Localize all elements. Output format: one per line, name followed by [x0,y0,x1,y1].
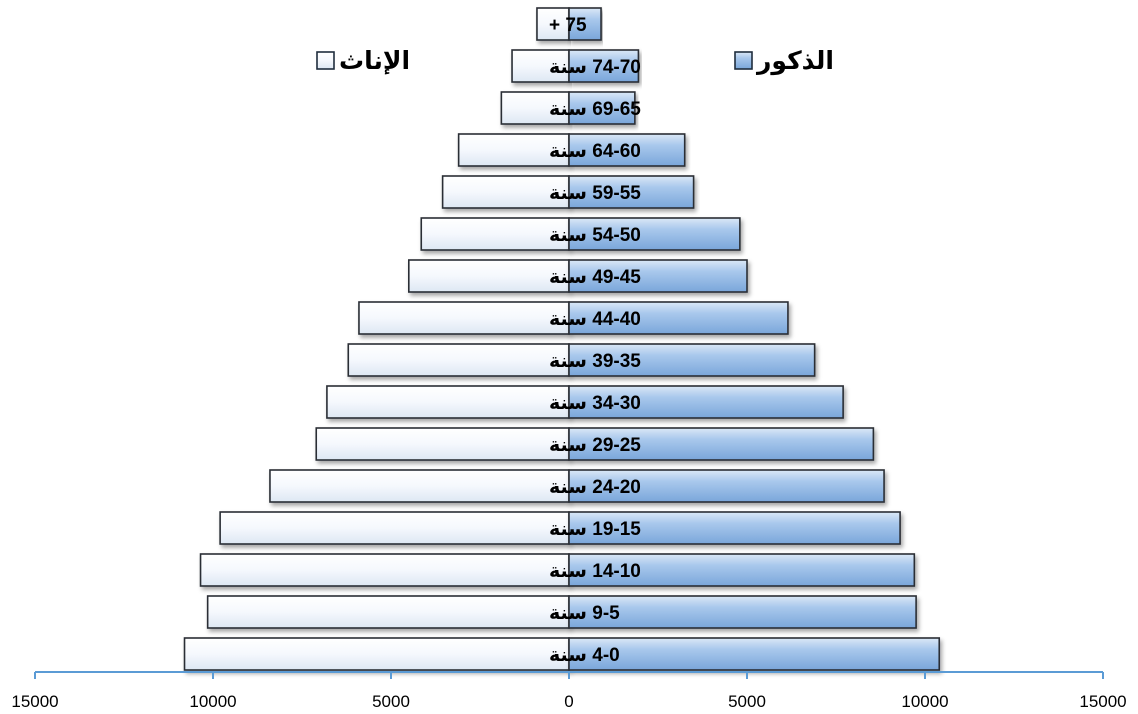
x-tick-label: 10000 [189,692,236,711]
age-group-label: 19-15 سنة [549,519,641,540]
age-group-label: 29-25 سنة [549,435,641,456]
bar-male [568,301,789,335]
bar-female [199,553,570,587]
bar-female [358,301,570,335]
bar-male [568,385,844,419]
x-tick-label: 15000 [11,692,58,711]
x-tick-label: 10000 [901,692,948,711]
age-group-label: 14-10 سنة [549,561,641,582]
bar-female [441,175,570,209]
bar-female [315,427,570,461]
bar-male [568,343,816,377]
age-group-labels: 4-0 سنة 9-5 سنة 14-10 سنة 19-15 سنة 24-20 سن… [549,15,641,666]
age-group-label: 54-50 سنة [549,225,641,246]
bar-male [568,175,695,209]
x-tick-label: 15000 [1079,692,1126,711]
age-group-label: 24-20 سنة [549,477,641,498]
bar-male [568,133,686,167]
age-group-label: 4-0 سنة [549,645,620,666]
bar-male [568,553,916,587]
bar-male [568,91,636,125]
age-group-label: 69-65 سنة [549,99,641,120]
age-group-label: 64-60 سنة [549,141,641,162]
bar-female [407,259,570,293]
bar-female [457,133,570,167]
age-group-label: 75 + [549,15,587,36]
x-tick-label: 0 [564,692,573,711]
age-group-label: 34-30 سنة [549,393,641,414]
x-axis: 15000 10000 5000 0 5000 10000 15000 [11,671,1127,711]
bar-female [326,385,570,419]
legend: الذكور الإناث [316,46,834,76]
age-group-label: 74-70 سنة [549,57,641,78]
bar-male [568,595,917,629]
bar-female [420,217,570,251]
legend-label-male: الذكور [755,46,834,76]
bar-female [536,7,570,41]
male-bars [568,7,941,671]
bar-male [568,49,640,83]
age-group-label: 39-35 سنة [549,351,641,372]
bar-female [500,91,570,125]
legend-item-female: الإناث [316,46,410,75]
bar-male [568,637,941,671]
bar-female [269,469,570,503]
bar-male [568,427,875,461]
x-tick-label: 5000 [372,692,410,711]
age-group-label: 9-5 سنة [549,603,620,624]
bar-male [568,511,901,545]
x-tick-label: 5000 [728,692,766,711]
bar-female [347,343,570,377]
bar-male [568,259,748,293]
legend-swatch-male [734,51,753,70]
age-group-label: 44-40 سنة [549,309,641,330]
bar-female [183,637,570,671]
bar-female [206,595,570,629]
legend-item-male: الذكور [734,46,834,76]
legend-label-female: الإناث [339,46,410,75]
female-bars [183,7,570,671]
legend-swatch-female [316,51,335,70]
bar-male [568,217,741,251]
bar-male [568,7,602,41]
bar-male [568,469,885,503]
age-group-label: 59-55 سنة [549,183,641,204]
bar-female [219,511,570,545]
age-group-label: 49-45 سنة [549,267,641,288]
